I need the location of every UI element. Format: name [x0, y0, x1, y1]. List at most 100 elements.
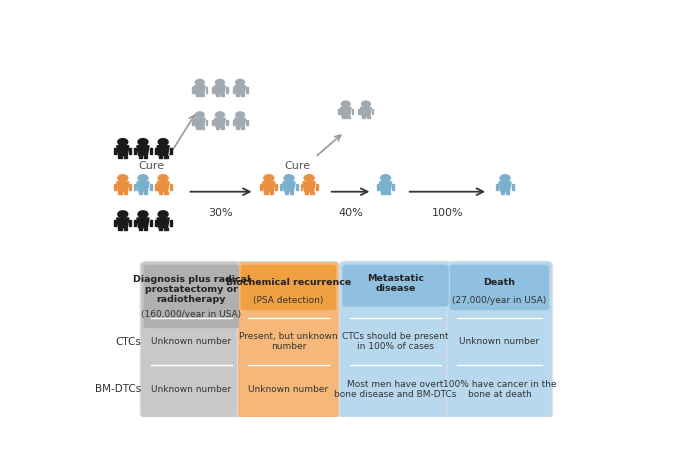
Polygon shape [116, 182, 129, 192]
Polygon shape [260, 184, 262, 190]
Polygon shape [144, 192, 147, 194]
Polygon shape [159, 192, 162, 194]
Polygon shape [295, 184, 297, 190]
Polygon shape [301, 184, 303, 190]
Polygon shape [360, 107, 371, 116]
Ellipse shape [236, 112, 245, 118]
Polygon shape [214, 118, 225, 127]
Polygon shape [195, 118, 205, 127]
Polygon shape [216, 127, 219, 129]
Polygon shape [358, 109, 360, 114]
Polygon shape [263, 182, 275, 192]
Ellipse shape [138, 175, 148, 182]
Polygon shape [119, 228, 122, 230]
Ellipse shape [158, 175, 168, 182]
Polygon shape [275, 184, 277, 190]
Polygon shape [372, 109, 373, 114]
Polygon shape [155, 184, 156, 190]
Polygon shape [137, 146, 149, 156]
Text: Diagnosis plus radical
prostatectomy or
radiotherapy: Diagnosis plus radical prostatectomy or … [133, 274, 250, 304]
Polygon shape [164, 156, 168, 158]
Ellipse shape [341, 101, 350, 107]
Polygon shape [159, 228, 162, 230]
Polygon shape [155, 220, 156, 226]
Polygon shape [377, 184, 379, 190]
Polygon shape [116, 218, 129, 228]
Polygon shape [506, 192, 510, 194]
Polygon shape [134, 148, 136, 154]
Text: 40%: 40% [338, 208, 363, 218]
Polygon shape [114, 184, 116, 190]
Polygon shape [232, 120, 234, 125]
Polygon shape [283, 182, 295, 192]
Polygon shape [241, 127, 244, 129]
Polygon shape [149, 220, 151, 226]
Ellipse shape [264, 175, 274, 182]
Polygon shape [280, 184, 282, 190]
FancyBboxPatch shape [140, 261, 242, 418]
Polygon shape [192, 87, 194, 93]
Polygon shape [170, 220, 172, 226]
Text: BM-DTCs: BM-DTCs [95, 385, 141, 394]
Polygon shape [144, 156, 147, 158]
Ellipse shape [118, 139, 128, 145]
Polygon shape [157, 182, 169, 192]
Polygon shape [221, 94, 224, 96]
Polygon shape [501, 192, 504, 194]
Polygon shape [497, 184, 499, 190]
Ellipse shape [158, 139, 168, 145]
Polygon shape [512, 184, 514, 190]
FancyBboxPatch shape [238, 261, 339, 418]
Polygon shape [170, 148, 172, 154]
FancyBboxPatch shape [339, 261, 452, 418]
Polygon shape [264, 192, 268, 194]
Polygon shape [212, 120, 214, 125]
Polygon shape [246, 120, 248, 125]
Text: Present, but unknown
number: Present, but unknown number [239, 332, 338, 351]
Polygon shape [129, 220, 132, 226]
Polygon shape [159, 156, 162, 158]
Polygon shape [196, 94, 199, 96]
Text: Unknown number: Unknown number [249, 385, 329, 394]
Polygon shape [284, 192, 288, 194]
Polygon shape [134, 184, 136, 190]
Ellipse shape [118, 175, 128, 182]
Ellipse shape [158, 211, 168, 218]
Polygon shape [340, 107, 351, 116]
Ellipse shape [216, 79, 224, 85]
Ellipse shape [216, 112, 224, 118]
Polygon shape [338, 109, 340, 114]
Polygon shape [221, 127, 224, 129]
Ellipse shape [304, 175, 314, 182]
Polygon shape [366, 116, 370, 118]
Ellipse shape [138, 139, 148, 145]
Polygon shape [379, 182, 392, 192]
Polygon shape [164, 192, 168, 194]
Text: CTCs should be present
in 100% of cases: CTCs should be present in 100% of cases [342, 332, 449, 351]
Polygon shape [303, 182, 315, 192]
Polygon shape [123, 192, 127, 194]
Polygon shape [241, 94, 244, 96]
Text: Cure: Cure [284, 161, 311, 171]
Text: (PSA detection): (PSA detection) [253, 295, 323, 304]
Polygon shape [192, 120, 194, 125]
Polygon shape [381, 192, 385, 194]
Text: Most men have overt
bone disease and BM-DTCs: Most men have overt bone disease and BM-… [334, 380, 457, 399]
Ellipse shape [138, 211, 148, 218]
Polygon shape [114, 220, 116, 226]
Ellipse shape [236, 79, 245, 85]
Ellipse shape [195, 112, 204, 118]
Polygon shape [310, 192, 314, 194]
Polygon shape [236, 127, 239, 129]
Polygon shape [201, 127, 203, 129]
Polygon shape [386, 192, 390, 194]
Polygon shape [246, 87, 248, 93]
Ellipse shape [381, 175, 390, 182]
Polygon shape [137, 182, 149, 192]
Polygon shape [290, 192, 293, 194]
Polygon shape [270, 192, 273, 194]
Text: Death: Death [484, 278, 515, 287]
Polygon shape [226, 120, 227, 125]
Polygon shape [499, 182, 511, 192]
Ellipse shape [284, 175, 294, 182]
